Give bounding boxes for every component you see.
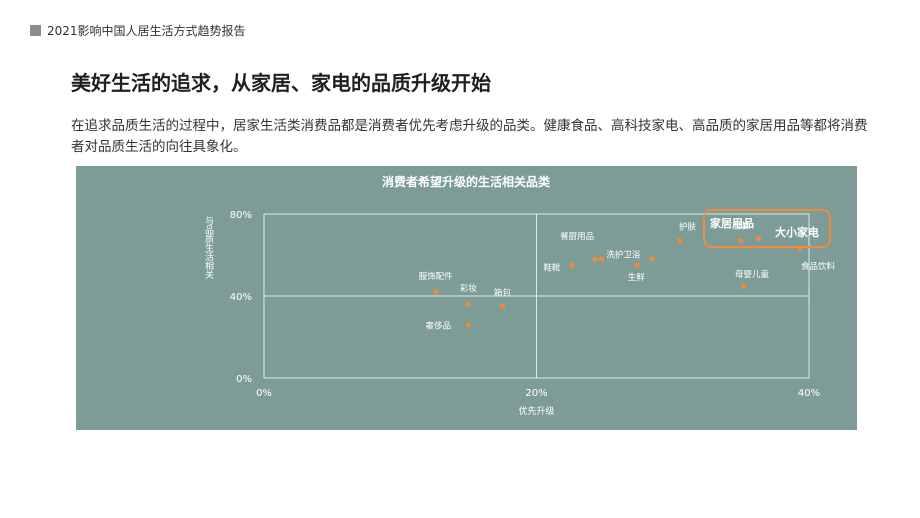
report-header: 2021影响中国人居生活方式趋势报告 — [30, 22, 246, 39]
highlight-box — [703, 209, 831, 248]
data-point — [465, 301, 471, 307]
data-label: 箱包 — [494, 287, 512, 298]
data-point — [592, 256, 598, 262]
header-square-icon — [30, 25, 41, 36]
x-tick-label: 0% — [256, 388, 272, 399]
data-label: 奢侈品 — [426, 321, 452, 332]
y-tick-label: 0% — [236, 374, 252, 385]
x-tick-label: 20% — [525, 388, 547, 399]
data-label: 彩妆 — [460, 283, 478, 294]
slide-title: 美好生活的追求，从家居、家电的品质升级开始 — [71, 71, 491, 95]
data-label: 服饰配件 — [419, 271, 454, 282]
data-label: 生鲜 — [628, 272, 646, 283]
data-point — [741, 283, 747, 289]
data-point — [634, 262, 640, 268]
x-tick-label: 40% — [798, 388, 820, 399]
data-point — [465, 322, 471, 328]
data-point — [569, 262, 575, 268]
data-label: 大小家电 — [775, 225, 819, 239]
data-point — [676, 238, 683, 244]
y-axis-label: 与品质生活相关 — [203, 216, 214, 280]
chart-title: 消费者希望升级的生活相关品类 — [382, 174, 551, 189]
data-point — [499, 303, 506, 309]
slide-description: 在追求品质生活的过程中，居家生活类消费品都是消费者优先考虑升级的品类。健康食品、… — [71, 118, 868, 155]
data-point — [738, 238, 744, 244]
y-tick-label: 80% — [230, 210, 252, 221]
data-label: 护肤 — [679, 222, 697, 233]
scatter-chart: 消费者希望升级的生活相关品类 0% 20% 40% 0% 40% 80% 优先升级 与品质生活相… — [203, 174, 836, 417]
data-label: 鞋靴 — [543, 262, 561, 273]
data-label: 食品饮料 — [801, 261, 836, 272]
data-point — [433, 289, 439, 295]
data-label: 母婴儿童 — [735, 269, 770, 280]
data-label: 家居用品 — [710, 216, 754, 230]
chart-panel: 消费者希望升级的生活相关品类 0% 20% 40% 0% 40% 80% 优先升级 与品质生活相… — [76, 166, 857, 430]
data-label: 服装 — [732, 221, 750, 232]
data-point — [755, 236, 762, 242]
data-point — [599, 256, 605, 262]
x-axis-label: 优先升级 — [518, 405, 554, 417]
report-title: 2021影响中国人居生活方式趋势报告 — [47, 24, 246, 38]
y-tick-label: 40% — [230, 292, 252, 303]
data-point — [649, 256, 655, 262]
data-label: 洗护卫浴 — [606, 249, 641, 260]
data-label: 餐厨用品 — [560, 232, 594, 242]
data-point — [796, 246, 803, 252]
